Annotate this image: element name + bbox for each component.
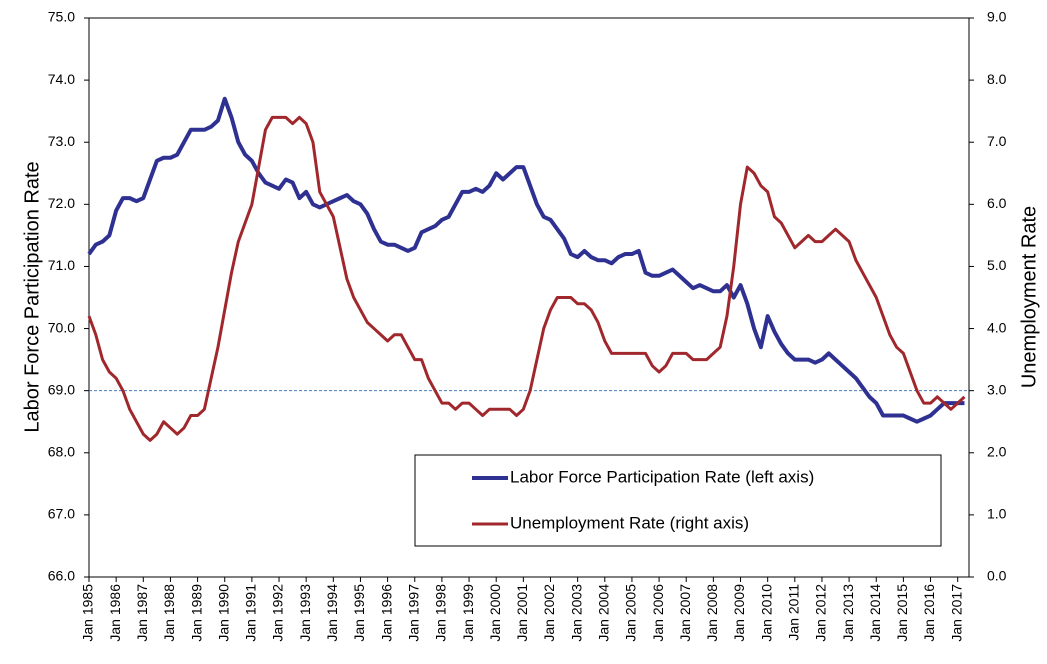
x-tick-label: Jan 2002 bbox=[541, 584, 557, 642]
x-tick-label: Jan 1995 bbox=[351, 584, 367, 642]
x-tick-label: Jan 2004 bbox=[595, 584, 611, 642]
x-tick-label: Jan 1993 bbox=[297, 584, 313, 642]
x-tick-label: Jan 1998 bbox=[433, 584, 449, 642]
y-tick-label: 67.0 bbox=[48, 506, 75, 522]
y-tick-label: 74.0 bbox=[48, 71, 75, 87]
x-tick-label: Jan 1996 bbox=[378, 584, 394, 642]
y2-tick-label: 0.0 bbox=[987, 568, 1007, 584]
x-tick-label: Jan 2016 bbox=[921, 584, 937, 642]
x-tick-label: Jan 2005 bbox=[623, 584, 639, 642]
y-tick-label: 66.0 bbox=[48, 568, 75, 584]
series-line bbox=[87, 96, 965, 424]
x-tick-label: Jan 1985 bbox=[80, 584, 96, 642]
x-tick-label: Jan 2014 bbox=[867, 584, 883, 642]
y2-tick-label: 4.0 bbox=[987, 319, 1007, 335]
y2-axis-title: Unemployment Rate bbox=[1018, 206, 1040, 388]
x-tick-label: Jan 1991 bbox=[243, 584, 259, 642]
y2-tick-label: 3.0 bbox=[987, 381, 1007, 397]
y-tick-label: 70.0 bbox=[48, 319, 75, 335]
y2-tick-label: 7.0 bbox=[987, 133, 1007, 149]
legend-label: Labor Force Participation Rate (left axi… bbox=[510, 467, 814, 486]
y-axis-title: Labor Force Participation Rate bbox=[21, 161, 43, 432]
y2-tick-label: 9.0 bbox=[987, 9, 1007, 25]
x-tick-label: Jan 1986 bbox=[107, 584, 123, 642]
y2-tick-label: 2.0 bbox=[987, 443, 1007, 459]
y2-tick-label: 8.0 bbox=[987, 71, 1007, 87]
x-tick-label: Jan 1992 bbox=[270, 584, 286, 642]
y-tick-label: 68.0 bbox=[48, 443, 75, 459]
x-tick-label: Jan 2012 bbox=[813, 584, 829, 642]
x-tick-label: Jan 1988 bbox=[161, 584, 177, 642]
x-tick-label: Jan 1989 bbox=[188, 584, 204, 642]
x-tick-label: Jan 2009 bbox=[731, 584, 747, 642]
y-tick-label: 73.0 bbox=[48, 133, 75, 149]
y2-tick-label: 6.0 bbox=[987, 195, 1007, 211]
x-tick-label: Jan 1994 bbox=[324, 584, 340, 642]
y2-tick-label: 1.0 bbox=[987, 506, 1007, 522]
x-tick-label: Jan 2017 bbox=[948, 584, 964, 642]
plot-frame bbox=[88, 17, 970, 578]
x-tick-label: Jan 2015 bbox=[894, 584, 910, 642]
x-tick-label: Jan 1990 bbox=[215, 584, 231, 642]
x-tick-label: Jan 2011 bbox=[786, 584, 802, 641]
x-tick-label: Jan 1987 bbox=[134, 584, 150, 642]
x-tick-label: Jan 2001 bbox=[514, 584, 530, 642]
x-tick-label: Jan 2013 bbox=[840, 584, 856, 642]
x-tick-label: Jan 2007 bbox=[677, 584, 693, 642]
y-tick-label: 69.0 bbox=[48, 381, 75, 397]
series-line bbox=[87, 115, 966, 442]
x-tick-label: Jan 1999 bbox=[460, 584, 476, 642]
legend-label: Unemployment Rate (right axis) bbox=[510, 513, 749, 532]
legend-box bbox=[414, 454, 942, 547]
y-tick-label: 75.0 bbox=[48, 9, 75, 25]
x-tick-label: Jan 1997 bbox=[405, 584, 421, 642]
x-tick-label: Jan 2006 bbox=[650, 584, 666, 642]
y-tick-label: 72.0 bbox=[48, 195, 75, 211]
x-tick-label: Jan 2008 bbox=[704, 584, 720, 642]
x-tick-label: Jan 2003 bbox=[568, 584, 584, 642]
x-tick-label: Jan 2000 bbox=[487, 584, 503, 642]
y2-tick-label: 5.0 bbox=[987, 257, 1007, 273]
x-tick-label: Jan 2010 bbox=[758, 584, 774, 642]
y-tick-label: 71.0 bbox=[48, 257, 75, 273]
